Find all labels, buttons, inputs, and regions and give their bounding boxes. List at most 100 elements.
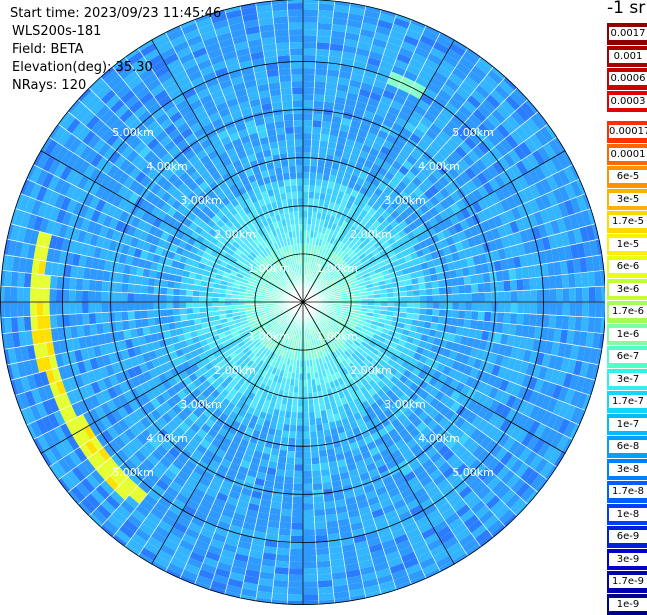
radar-cell bbox=[102, 302, 109, 313]
radar-cell bbox=[290, 549, 303, 556]
radar-cell bbox=[320, 463, 329, 471]
radar-cell bbox=[37, 316, 45, 330]
radar-cell bbox=[318, 586, 334, 594]
radar-cell bbox=[303, 217, 307, 224]
radar-cell bbox=[303, 198, 308, 205]
radar-cell bbox=[141, 285, 148, 294]
radar-cell bbox=[400, 297, 407, 302]
radar-cell bbox=[275, 567, 290, 575]
radar-cell bbox=[530, 290, 537, 302]
radar-cell bbox=[303, 555, 317, 562]
radar-cell bbox=[122, 320, 130, 330]
radar-cell bbox=[413, 308, 420, 314]
radar-cell bbox=[303, 490, 313, 497]
radar-cell bbox=[451, 318, 458, 327]
radar-cell bbox=[186, 296, 193, 302]
radar-cell bbox=[30, 274, 38, 289]
radar-cell bbox=[199, 297, 206, 302]
radar-cell bbox=[550, 302, 557, 315]
radar-cell bbox=[313, 496, 324, 503]
radar-cell bbox=[180, 302, 187, 309]
radar-cell bbox=[319, 147, 328, 154]
radar-cell bbox=[303, 23, 318, 30]
radar-cell bbox=[323, 495, 334, 503]
radar-cell bbox=[503, 280, 510, 291]
radar-cell bbox=[310, 431, 318, 438]
radar-cell bbox=[285, 464, 294, 471]
radar-cell bbox=[193, 302, 200, 308]
radar-cell bbox=[319, 456, 328, 464]
radar-cell bbox=[312, 470, 322, 477]
radar-cell bbox=[291, 523, 303, 530]
radar-cell bbox=[497, 281, 504, 292]
radar-cell bbox=[555, 315, 563, 329]
radar-cell bbox=[589, 302, 596, 317]
radar-cell bbox=[289, 568, 303, 575]
radar-cell bbox=[76, 278, 83, 290]
radar-cell bbox=[387, 297, 394, 302]
radar-cell bbox=[69, 278, 76, 291]
radar-cell bbox=[218, 298, 225, 302]
radar-cell bbox=[292, 510, 303, 517]
radar-cell bbox=[69, 314, 76, 327]
radar-cell bbox=[303, 575, 318, 582]
radar-cell bbox=[311, 451, 320, 458]
radar-cell bbox=[322, 115, 333, 123]
radar-cell bbox=[459, 302, 466, 311]
radar-cell bbox=[478, 311, 485, 321]
radar-cell bbox=[316, 554, 330, 562]
radar-cell bbox=[135, 276, 143, 285]
radar-cell bbox=[317, 36, 331, 44]
radar-cell bbox=[310, 425, 317, 432]
radar-cell bbox=[128, 284, 135, 294]
radar-cell bbox=[49, 302, 56, 315]
radar-cell bbox=[129, 275, 137, 285]
radar-cell bbox=[471, 284, 478, 294]
radar-cell bbox=[129, 320, 137, 330]
radar-cell bbox=[569, 288, 576, 302]
radar-cell bbox=[30, 288, 37, 302]
radar-cell bbox=[115, 312, 122, 322]
radar-cell bbox=[134, 311, 141, 320]
radar-cell bbox=[478, 293, 485, 303]
radar-cell bbox=[288, 438, 296, 445]
radar-cell bbox=[523, 314, 530, 326]
radar-cell bbox=[569, 302, 576, 316]
radar-cell bbox=[82, 279, 89, 291]
radar-cell bbox=[483, 273, 491, 284]
radar-cell bbox=[432, 288, 439, 296]
radar-cell bbox=[299, 380, 303, 387]
radar-cell bbox=[49, 289, 56, 302]
radar-cell bbox=[516, 313, 523, 325]
radar-cell bbox=[303, 523, 315, 530]
radar-cell bbox=[95, 302, 102, 313]
radar-cell bbox=[303, 425, 310, 432]
radar-cell bbox=[459, 294, 466, 303]
radar-cell bbox=[279, 528, 292, 535]
radar-cell bbox=[121, 283, 128, 293]
radar-cell bbox=[290, 542, 303, 549]
radar-cell bbox=[167, 295, 174, 302]
radar-cell bbox=[316, 42, 330, 50]
radar-cell bbox=[303, 529, 315, 536]
radar-cell bbox=[562, 274, 570, 288]
radar-cell bbox=[294, 471, 303, 478]
radar-cell bbox=[273, 580, 288, 588]
radar-cell bbox=[147, 310, 154, 319]
radar-cell bbox=[272, 495, 283, 503]
radar-cell bbox=[503, 313, 510, 324]
radar-cell bbox=[102, 312, 109, 323]
radar-cell bbox=[17, 287, 24, 302]
radar-cell bbox=[102, 292, 109, 303]
radar-cell bbox=[89, 313, 96, 325]
radar-cell bbox=[127, 293, 134, 302]
radar-cell bbox=[311, 140, 320, 147]
radar-cell bbox=[321, 121, 331, 129]
radar-cell bbox=[387, 302, 394, 307]
radar-cell bbox=[310, 159, 318, 166]
radar-cell bbox=[147, 286, 154, 295]
radar-cell bbox=[303, 497, 314, 504]
radar-cell bbox=[115, 292, 122, 302]
radar-cell bbox=[290, 536, 303, 543]
radar-cell bbox=[303, 10, 318, 17]
